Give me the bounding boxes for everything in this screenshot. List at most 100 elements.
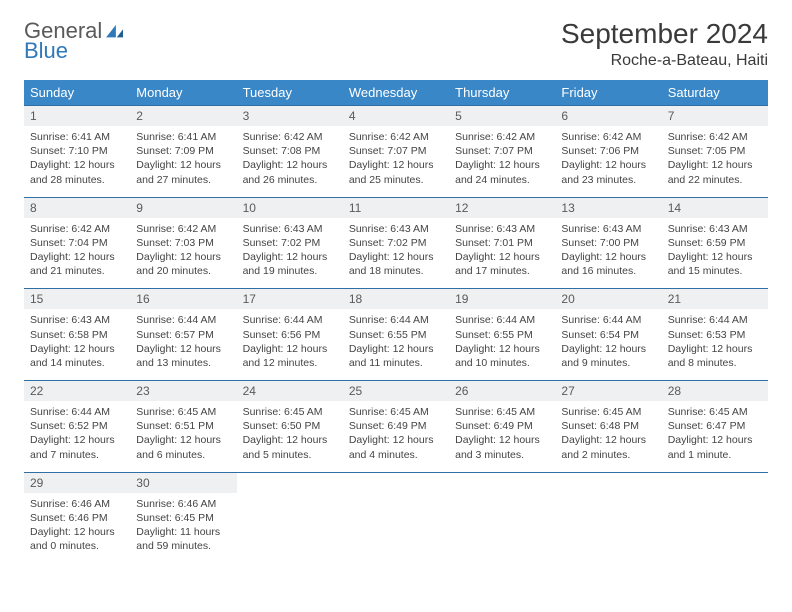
day-body: Sunrise: 6:45 AMSunset: 6:49 PMDaylight:…	[449, 401, 555, 472]
sunset-line: Sunset: 6:48 PM	[561, 419, 655, 433]
daylight-line1: Daylight: 12 hours	[561, 342, 655, 356]
daylight-line1: Daylight: 12 hours	[668, 158, 762, 172]
daylight-line2: and 28 minutes.	[30, 173, 124, 187]
daylight-line1: Daylight: 12 hours	[30, 158, 124, 172]
day-number: 29	[24, 473, 130, 493]
day-body: Sunrise: 6:42 AMSunset: 7:03 PMDaylight:…	[130, 218, 236, 289]
calendar-day-cell: 10Sunrise: 6:43 AMSunset: 7:02 PMDayligh…	[237, 197, 343, 289]
calendar-day-cell: 3Sunrise: 6:42 AMSunset: 7:08 PMDaylight…	[237, 105, 343, 197]
header: GeneralBlue September 2024 Roche-a-Batea…	[24, 18, 768, 70]
calendar-week-row: 22Sunrise: 6:44 AMSunset: 6:52 PMDayligh…	[24, 380, 768, 472]
calendar-week-row: 8Sunrise: 6:42 AMSunset: 7:04 PMDaylight…	[24, 197, 768, 289]
sunset-line: Sunset: 7:10 PM	[30, 144, 124, 158]
sunrise-line: Sunrise: 6:45 AM	[136, 405, 230, 419]
sunrise-line: Sunrise: 6:45 AM	[561, 405, 655, 419]
daylight-line1: Daylight: 12 hours	[668, 342, 762, 356]
daylight-line2: and 12 minutes.	[243, 356, 337, 370]
daylight-line2: and 14 minutes.	[30, 356, 124, 370]
logo: GeneralBlue	[24, 18, 126, 64]
weekday-header: Sunday	[24, 80, 130, 105]
sunset-line: Sunset: 7:04 PM	[30, 236, 124, 250]
day-number: 13	[555, 198, 661, 218]
daylight-line1: Daylight: 12 hours	[243, 158, 337, 172]
daylight-line2: and 23 minutes.	[561, 173, 655, 187]
calendar-day-cell	[449, 472, 555, 564]
day-body: Sunrise: 6:43 AMSunset: 7:01 PMDaylight:…	[449, 218, 555, 289]
daylight-line1: Daylight: 12 hours	[243, 342, 337, 356]
daylight-line1: Daylight: 12 hours	[136, 342, 230, 356]
day-number: 2	[130, 106, 236, 126]
day-number: 10	[237, 198, 343, 218]
day-body: Sunrise: 6:42 AMSunset: 7:08 PMDaylight:…	[237, 126, 343, 197]
calendar-day-cell	[237, 472, 343, 564]
day-number: 7	[662, 106, 768, 126]
daylight-line1: Daylight: 12 hours	[561, 158, 655, 172]
sunset-line: Sunset: 6:47 PM	[668, 419, 762, 433]
sunrise-line: Sunrise: 6:45 AM	[455, 405, 549, 419]
daylight-line2: and 17 minutes.	[455, 264, 549, 278]
day-body: Sunrise: 6:45 AMSunset: 6:51 PMDaylight:…	[130, 401, 236, 472]
day-body: Sunrise: 6:42 AMSunset: 7:04 PMDaylight:…	[24, 218, 130, 289]
weekday-header: Thursday	[449, 80, 555, 105]
sunrise-line: Sunrise: 6:44 AM	[455, 313, 549, 327]
sunrise-line: Sunrise: 6:44 AM	[30, 405, 124, 419]
daylight-line2: and 3 minutes.	[455, 448, 549, 462]
day-body: Sunrise: 6:46 AMSunset: 6:45 PMDaylight:…	[130, 493, 236, 564]
sunrise-line: Sunrise: 6:44 AM	[243, 313, 337, 327]
day-body: Sunrise: 6:41 AMSunset: 7:09 PMDaylight:…	[130, 126, 236, 197]
day-body: Sunrise: 6:43 AMSunset: 7:02 PMDaylight:…	[237, 218, 343, 289]
calendar-day-cell: 30Sunrise: 6:46 AMSunset: 6:45 PMDayligh…	[130, 472, 236, 564]
daylight-line2: and 18 minutes.	[349, 264, 443, 278]
calendar-day-cell: 2Sunrise: 6:41 AMSunset: 7:09 PMDaylight…	[130, 105, 236, 197]
day-body: Sunrise: 6:44 AMSunset: 6:54 PMDaylight:…	[555, 309, 661, 380]
day-number: 20	[555, 289, 661, 309]
calendar-day-cell: 21Sunrise: 6:44 AMSunset: 6:53 PMDayligh…	[662, 288, 768, 380]
daylight-line2: and 15 minutes.	[668, 264, 762, 278]
daylight-line1: Daylight: 12 hours	[455, 158, 549, 172]
sunrise-line: Sunrise: 6:44 AM	[561, 313, 655, 327]
daylight-line2: and 25 minutes.	[349, 173, 443, 187]
sunset-line: Sunset: 6:45 PM	[136, 511, 230, 525]
sunrise-line: Sunrise: 6:44 AM	[136, 313, 230, 327]
sunset-line: Sunset: 7:00 PM	[561, 236, 655, 250]
sunset-line: Sunset: 7:07 PM	[349, 144, 443, 158]
daylight-line1: Daylight: 12 hours	[243, 433, 337, 447]
day-number: 14	[662, 198, 768, 218]
daylight-line2: and 13 minutes.	[136, 356, 230, 370]
calendar-day-cell: 9Sunrise: 6:42 AMSunset: 7:03 PMDaylight…	[130, 197, 236, 289]
calendar-day-cell: 22Sunrise: 6:44 AMSunset: 6:52 PMDayligh…	[24, 380, 130, 472]
daylight-line1: Daylight: 12 hours	[349, 158, 443, 172]
calendar-day-cell: 7Sunrise: 6:42 AMSunset: 7:05 PMDaylight…	[662, 105, 768, 197]
daylight-line1: Daylight: 12 hours	[561, 250, 655, 264]
day-body: Sunrise: 6:42 AMSunset: 7:06 PMDaylight:…	[555, 126, 661, 197]
weekday-header: Wednesday	[343, 80, 449, 105]
sunset-line: Sunset: 6:57 PM	[136, 328, 230, 342]
day-body: Sunrise: 6:45 AMSunset: 6:47 PMDaylight:…	[662, 401, 768, 472]
sunset-line: Sunset: 7:03 PM	[136, 236, 230, 250]
daylight-line1: Daylight: 12 hours	[561, 433, 655, 447]
sunset-line: Sunset: 7:01 PM	[455, 236, 549, 250]
calendar-day-cell: 11Sunrise: 6:43 AMSunset: 7:02 PMDayligh…	[343, 197, 449, 289]
sunrise-line: Sunrise: 6:43 AM	[668, 222, 762, 236]
daylight-line2: and 16 minutes.	[561, 264, 655, 278]
day-number: 4	[343, 106, 449, 126]
sunset-line: Sunset: 6:59 PM	[668, 236, 762, 250]
sunrise-line: Sunrise: 6:43 AM	[455, 222, 549, 236]
day-body: Sunrise: 6:43 AMSunset: 6:59 PMDaylight:…	[662, 218, 768, 289]
daylight-line1: Daylight: 12 hours	[136, 158, 230, 172]
day-number: 17	[237, 289, 343, 309]
weekday-header-row: SundayMondayTuesdayWednesdayThursdayFrid…	[24, 80, 768, 105]
weekday-header: Friday	[555, 80, 661, 105]
daylight-line1: Daylight: 12 hours	[30, 342, 124, 356]
weekday-header: Tuesday	[237, 80, 343, 105]
sunset-line: Sunset: 6:49 PM	[349, 419, 443, 433]
calendar-day-cell: 25Sunrise: 6:45 AMSunset: 6:49 PMDayligh…	[343, 380, 449, 472]
calendar-day-cell: 8Sunrise: 6:42 AMSunset: 7:04 PMDaylight…	[24, 197, 130, 289]
day-body: Sunrise: 6:41 AMSunset: 7:10 PMDaylight:…	[24, 126, 130, 197]
sunrise-line: Sunrise: 6:45 AM	[668, 405, 762, 419]
daylight-line1: Daylight: 11 hours	[136, 525, 230, 539]
day-body: Sunrise: 6:43 AMSunset: 6:58 PMDaylight:…	[24, 309, 130, 380]
day-number: 19	[449, 289, 555, 309]
sunset-line: Sunset: 7:02 PM	[243, 236, 337, 250]
daylight-line1: Daylight: 12 hours	[243, 250, 337, 264]
